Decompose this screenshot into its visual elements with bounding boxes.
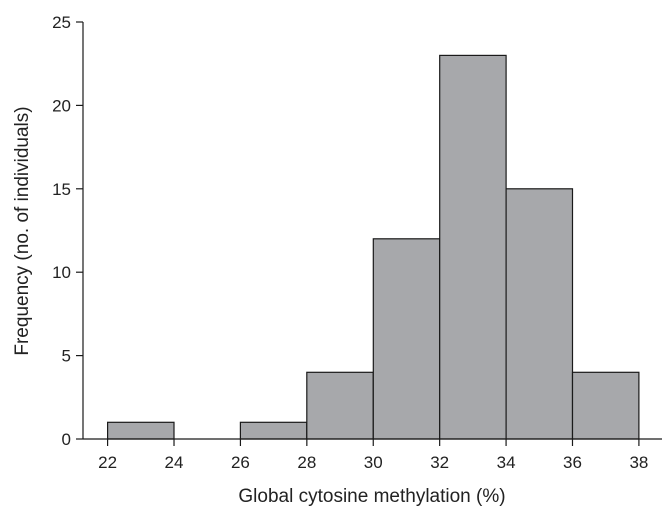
x-tick-label: 26: [231, 453, 250, 472]
x-tick-label: 28: [297, 453, 316, 472]
y-tick-label: 15: [52, 180, 71, 199]
y-tick-label: 0: [62, 430, 71, 449]
x-tick-label: 36: [563, 453, 582, 472]
x-tick-label: 34: [497, 453, 516, 472]
x-tick-label: 24: [165, 453, 184, 472]
histogram-bar-30-32: [372, 238, 441, 440]
x-tick-label: 22: [98, 453, 117, 472]
y-tick-label: 25: [52, 13, 71, 32]
histogram-bar-26-28: [239, 421, 308, 440]
y-tick-label: 20: [52, 96, 71, 115]
y-tick-label: 10: [52, 263, 71, 282]
histogram-bar-34-36: [505, 188, 574, 440]
y-ticks-group: 0 5 10 15 20 25: [52, 13, 83, 449]
y-tick-label: 5: [62, 347, 71, 366]
histogram-bar-32-34: [439, 54, 507, 440]
histogram-bar-36-38: [571, 371, 640, 440]
histogram-bar-22-24: [106, 421, 175, 440]
bars-group: [106, 54, 640, 440]
x-tick-label: 30: [364, 453, 383, 472]
x-tick-label: 38: [629, 453, 648, 472]
x-axis-title: Global cytosine methylation (%): [238, 486, 505, 507]
y-axis-title: Frequency (no. of individuals): [12, 106, 33, 355]
x-ticks-group: 22 24 26 28 30 32 34 36 38: [98, 439, 648, 472]
histogram-bar-28-30: [306, 371, 374, 440]
x-tick-label: 32: [430, 453, 449, 472]
